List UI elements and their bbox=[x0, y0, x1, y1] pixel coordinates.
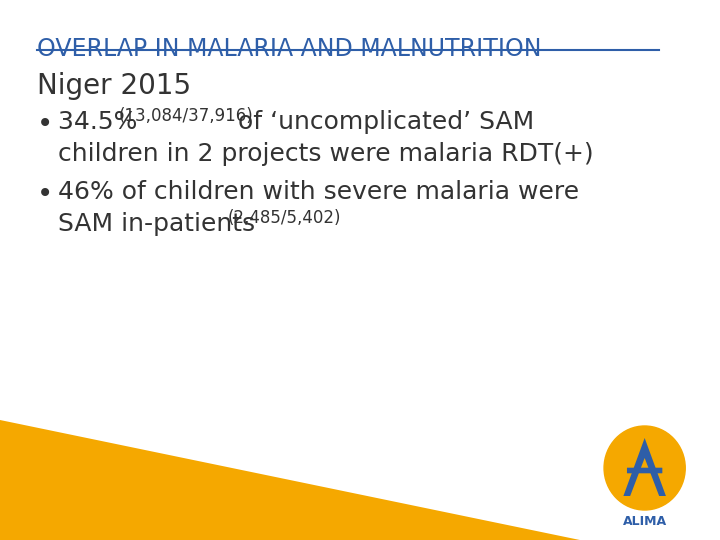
Polygon shape bbox=[624, 438, 666, 496]
Text: •: • bbox=[37, 110, 53, 138]
Text: SAM in-patients: SAM in-patients bbox=[58, 212, 263, 236]
Text: ALIMA: ALIMA bbox=[623, 515, 667, 528]
Text: OVERLAP IN MALARIA AND MALNUTRITION: OVERLAP IN MALARIA AND MALNUTRITION bbox=[37, 37, 541, 61]
Text: 34.5%: 34.5% bbox=[58, 110, 145, 134]
Text: 46% of children with severe malaria were: 46% of children with severe malaria were bbox=[58, 180, 579, 204]
Text: children in 2 projects were malaria RDT(+): children in 2 projects were malaria RDT(… bbox=[58, 142, 593, 166]
Text: of ‘uncomplicated’ SAM: of ‘uncomplicated’ SAM bbox=[230, 110, 534, 134]
FancyBboxPatch shape bbox=[627, 468, 662, 473]
Text: •: • bbox=[37, 180, 53, 208]
Polygon shape bbox=[0, 420, 580, 540]
Circle shape bbox=[604, 426, 685, 510]
Text: (2,485/5,402): (2,485/5,402) bbox=[227, 209, 341, 227]
Text: Niger 2015: Niger 2015 bbox=[37, 72, 191, 100]
Text: (13,084/37,916): (13,084/37,916) bbox=[119, 107, 253, 125]
